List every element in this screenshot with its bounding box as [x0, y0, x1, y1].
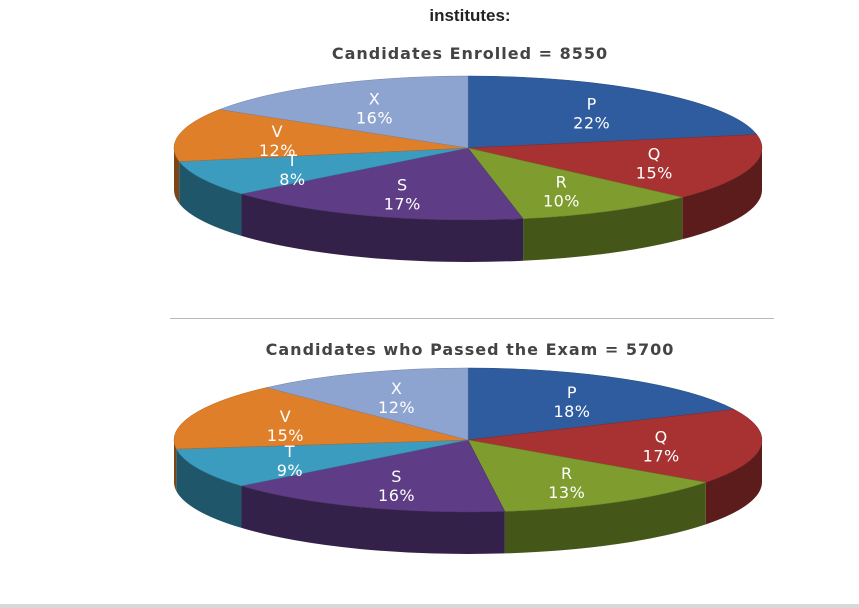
pie-0-side-T — [179, 161, 242, 236]
pie-0-label-R: R — [556, 173, 568, 192]
pie-0-slice-S — [241, 147, 524, 221]
pie-1-side-R — [504, 482, 706, 554]
pie-1-label-V: V — [280, 407, 291, 426]
pie-0-slice-P — [467, 75, 758, 149]
pie-0-slice-X — [218, 75, 469, 149]
pie-0-slice-V — [173, 109, 469, 162]
pie-0-slice-T — [178, 147, 469, 195]
pie-0-value-S: 17% — [384, 195, 421, 214]
pie-0-side-V — [174, 148, 180, 204]
pie-1-label-P: P — [567, 383, 577, 402]
pie-chart-enrolled: P22% Q15% R10% S17% T8% V12% X16% — [173, 75, 763, 262]
pie-1-value-P: 18% — [553, 402, 590, 421]
pie-1-value-X: 12% — [378, 398, 415, 417]
pie-1-side-Q — [705, 440, 762, 525]
pie-1-label-R: R — [561, 464, 573, 483]
pie-1-slice-S — [241, 439, 506, 513]
page-heading: institutes: — [429, 6, 511, 25]
pie-1-label-Q: Q — [655, 427, 668, 446]
pie-1-side-T — [176, 449, 242, 528]
pie-0-label-V: V — [272, 122, 283, 141]
pie-1-value-Q: 17% — [643, 446, 680, 465]
pie-0-label-Q: Q — [648, 144, 661, 163]
pie-0-side-Q — [682, 148, 762, 240]
pie-0-label-P: P — [587, 94, 597, 113]
pie-0-value-T: 8% — [279, 170, 305, 189]
pie-1-slice-P — [467, 367, 735, 441]
pie-1-slice-X — [266, 367, 469, 441]
pie-0-slice-Q — [467, 134, 763, 198]
pie-1-label-S: S — [391, 467, 402, 486]
pie-0-value-V: 12% — [259, 141, 296, 160]
pie-0-value-Q: 15% — [636, 163, 673, 182]
pie-0-value-R: 10% — [543, 192, 580, 211]
pie-chart-passed: P18% Q17% R13% S16% T9% V15% X12% — [173, 367, 763, 554]
chart-title-passed: Candidates who Passed the Exam = 5700 — [265, 340, 675, 359]
pie-1-slice-R — [467, 439, 706, 512]
pie-1-value-S: 16% — [378, 486, 415, 505]
pie-0-side-S — [241, 193, 524, 262]
pie-1-label-T: T — [284, 442, 295, 461]
pie-0-label-S: S — [397, 176, 408, 195]
pie-1-value-V: 15% — [267, 426, 304, 445]
pie-1-value-T: 9% — [277, 461, 303, 480]
pie-1-side-V — [174, 440, 177, 492]
pie-0-side-R — [523, 197, 683, 261]
chart-title-enrolled: Candidates Enrolled = 8550 — [331, 44, 609, 63]
pie-0-label-X: X — [369, 89, 380, 108]
pie-1-value-R: 13% — [548, 483, 585, 502]
pie-1-slice-V — [173, 387, 469, 450]
chart-divider — [170, 318, 774, 319]
pie-1-slice-Q — [467, 409, 763, 483]
pie-1-label-X: X — [391, 379, 402, 398]
pie-1-side-S — [241, 485, 505, 554]
pie-0-value-P: 22% — [573, 113, 610, 132]
pie-0-value-X: 16% — [356, 108, 393, 127]
pie-0-label-T: T — [286, 151, 297, 170]
pie-1-slice-T — [175, 439, 469, 487]
pie-0-slice-R — [467, 147, 683, 219]
bottom-scroll-strip — [0, 604, 859, 608]
